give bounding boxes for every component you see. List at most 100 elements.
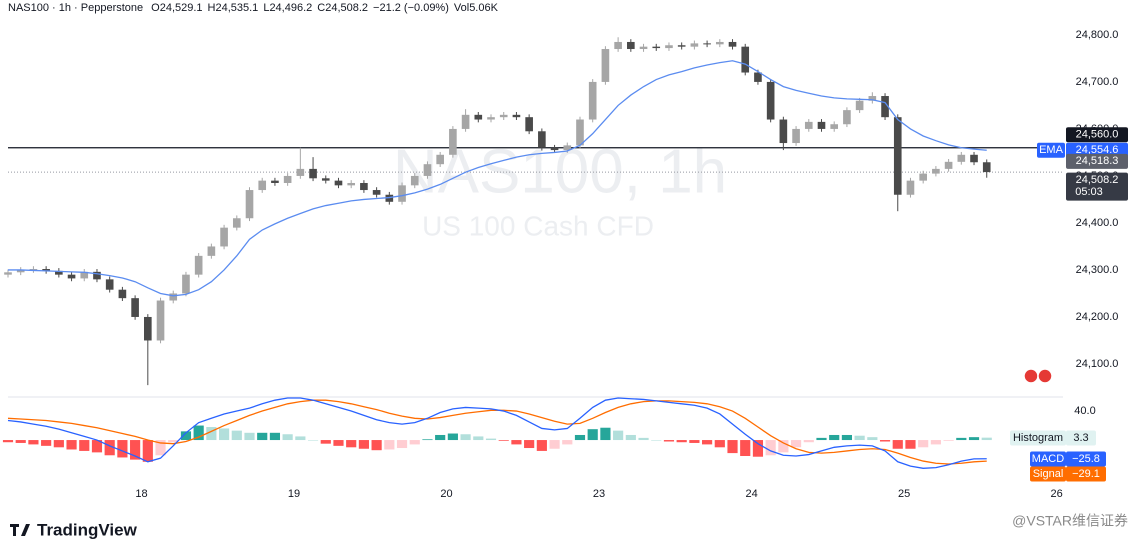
candle-body	[321, 178, 330, 181]
histogram-bar	[651, 440, 662, 441]
candle-body	[690, 43, 699, 47]
x-tick-label: 18	[135, 488, 147, 500]
x-tick-label: 20	[440, 488, 452, 500]
histogram-bar	[307, 440, 319, 441]
histogram-bar	[816, 437, 827, 441]
histogram-bar	[905, 440, 916, 449]
signal-value-box	[1066, 466, 1106, 482]
candle-body	[919, 173, 927, 181]
histogram-bar	[282, 434, 293, 441]
field-value: −21.2 (−0.09%)	[373, 2, 449, 14]
histogram-bar	[231, 430, 242, 441]
candle-body	[105, 279, 114, 290]
histogram-bar	[663, 440, 675, 442]
field-label: Vol	[454, 2, 469, 14]
countdown-label: 05:03	[1075, 186, 1103, 198]
histogram-bar	[79, 440, 90, 451]
histogram-bar	[460, 434, 471, 441]
signal-name: Signal	[1033, 468, 1064, 480]
candle-body	[932, 168, 940, 174]
x-tick-label: 23	[593, 488, 605, 500]
ema-value: 24,554.6	[1076, 144, 1119, 156]
histogram-bar	[384, 440, 395, 450]
hline-label: 24,560.0	[1076, 129, 1119, 141]
candle-body	[906, 180, 915, 195]
watermark-subtitle: US 100 Cash CFD	[422, 210, 654, 241]
histogram-bar	[104, 440, 115, 456]
candle-body	[182, 274, 190, 294]
histogram-bar	[206, 427, 217, 441]
histogram-bar	[91, 440, 103, 453]
histogram-bar	[854, 435, 865, 441]
candle-body	[42, 269, 50, 271]
histogram-bar	[15, 440, 26, 443]
candle-body	[93, 271, 101, 280]
macd-y-tick-label: 40.0	[1074, 405, 1095, 417]
candle-body	[55, 270, 63, 275]
candle-body	[296, 168, 305, 176]
histogram-bar	[587, 429, 598, 441]
candle-body	[792, 128, 800, 144]
histogram-bar	[613, 430, 624, 441]
candle-body	[868, 96, 877, 101]
signal-value: −29.1	[1072, 468, 1100, 480]
candle-body	[538, 131, 546, 148]
candle-body	[398, 185, 406, 202]
x-tick-label: 25	[898, 488, 910, 500]
field-label: L	[263, 2, 269, 14]
histogram-bar	[257, 432, 268, 441]
candle-body	[271, 180, 279, 183]
macd-line	[7, 397, 987, 469]
histogram-bar	[41, 440, 52, 446]
candle-body	[588, 81, 597, 120]
histogram-bar	[269, 432, 281, 441]
candle-body	[728, 41, 737, 47]
candle-body	[474, 114, 483, 120]
histogram-bar	[778, 440, 789, 453]
candle-body	[665, 45, 673, 49]
candle-body	[360, 182, 368, 191]
candle-body	[754, 72, 762, 82]
histogram-bar	[130, 440, 141, 460]
histogram-bar	[320, 440, 331, 444]
field-value: 5.06K	[469, 2, 498, 14]
histogram-bar	[142, 440, 153, 462]
candle-body	[309, 168, 317, 179]
flags	[1023, 368, 1053, 384]
header-legend: NAS100 · 1h · Pepperstone O24,529.1 H24,53…	[8, 2, 499, 14]
histogram-bar	[219, 428, 230, 441]
y-tick-label: 24,700.0	[1076, 76, 1119, 88]
histogram-bar	[155, 440, 166, 456]
y-tick-label: 24,200.0	[1076, 311, 1119, 323]
macd-name: MACD	[1032, 453, 1064, 465]
histogram-bar	[193, 425, 204, 441]
candle-body	[258, 180, 267, 191]
histogram-bar	[346, 440, 357, 448]
histogram-bar	[638, 437, 649, 441]
histogram-bar	[409, 440, 420, 445]
candle-body	[576, 119, 584, 146]
macd-name-box	[1030, 451, 1066, 467]
histogram-bar	[943, 440, 954, 441]
candle-body	[372, 190, 381, 195]
candle-body	[347, 182, 356, 186]
x-tick-label: 26	[1051, 488, 1063, 500]
candle-body	[525, 117, 533, 132]
histogram-bar	[803, 440, 814, 443]
flag-icon	[1023, 368, 1039, 384]
candle-body	[970, 154, 978, 163]
candle-body	[741, 46, 750, 73]
candle-body	[627, 41, 635, 50]
histogram-bar	[981, 437, 992, 441]
histogram-bar	[790, 440, 802, 448]
histogram-bar	[536, 440, 547, 451]
y-tick-label: 24,100.0	[1076, 358, 1119, 370]
candle-body	[830, 124, 839, 129]
histogram-bar	[422, 439, 433, 441]
histogram-bar	[244, 432, 255, 441]
candle-body	[144, 316, 152, 341]
candle-body	[639, 46, 648, 50]
candle-body	[843, 110, 851, 125]
candle-body	[817, 121, 826, 129]
macd-value: −25.8	[1072, 453, 1100, 465]
